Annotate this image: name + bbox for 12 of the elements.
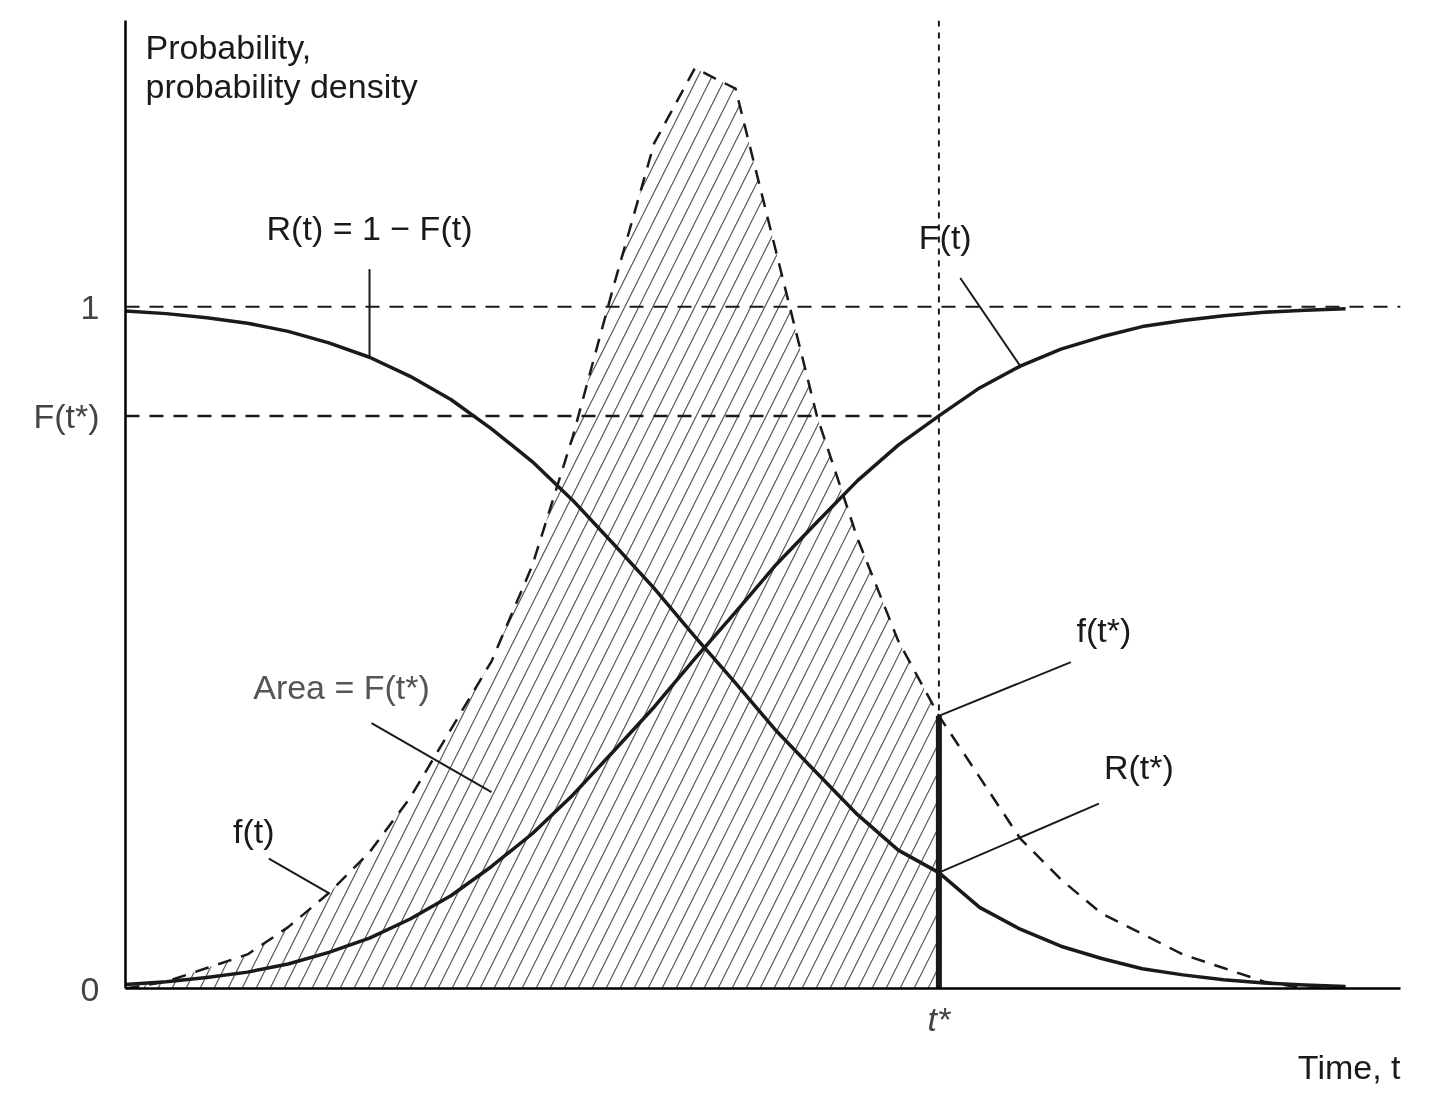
text: F(t) bbox=[918, 217, 972, 256]
y-tick-label: 0 bbox=[80, 969, 100, 1008]
y-axis-title: Probability, probability density bbox=[145, 28, 418, 105]
series-label: f(t) bbox=[233, 811, 275, 850]
x-axis-title: Time, t bbox=[1297, 1047, 1402, 1086]
series-label: Area = F(t*) bbox=[253, 667, 430, 706]
text: R(t) = 1 − F(t) bbox=[266, 209, 473, 248]
y-tick-label: 1 bbox=[80, 287, 100, 326]
x-tick-label: t* bbox=[927, 999, 952, 1038]
y-tick-label: F(t*) bbox=[33, 396, 100, 435]
annotation: R(t*) bbox=[1103, 748, 1174, 787]
text: f(t*) bbox=[1076, 610, 1132, 649]
